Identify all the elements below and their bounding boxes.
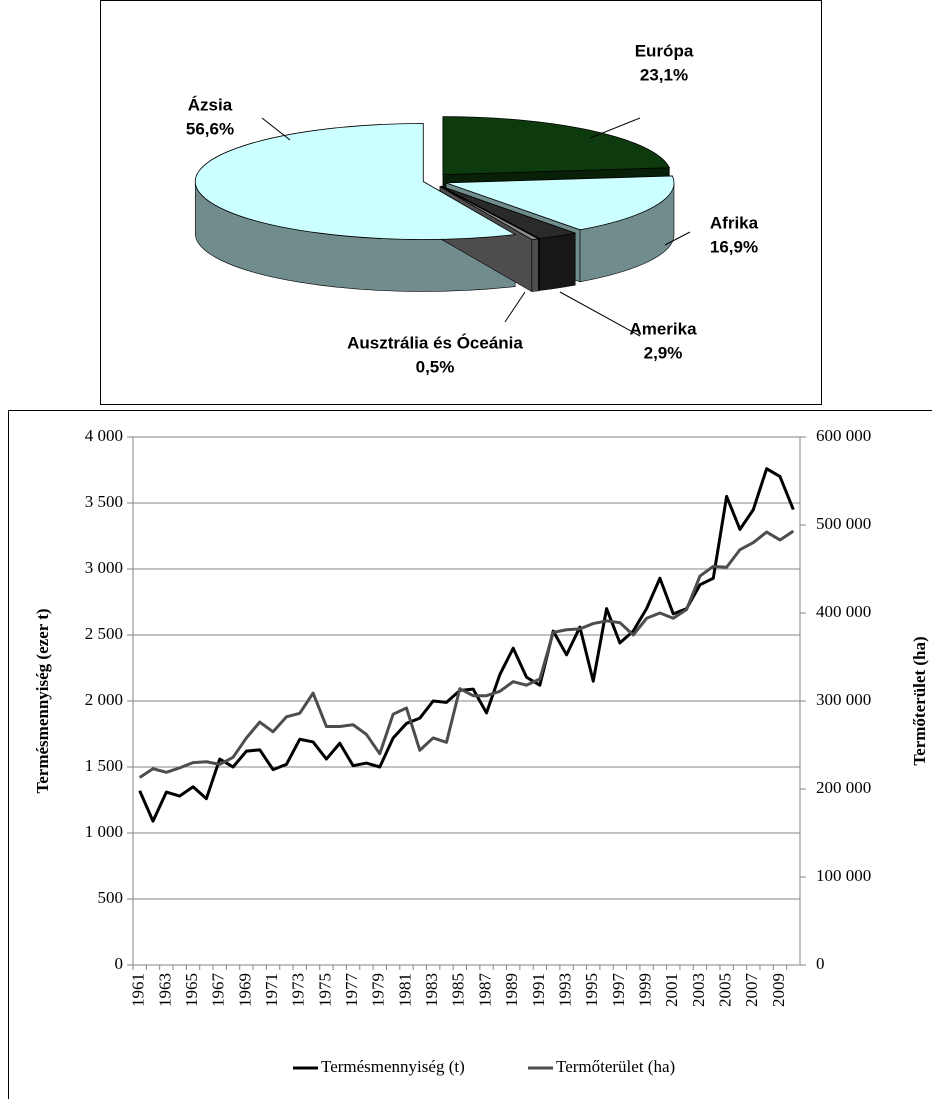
x-tick-label: 1975 [315,973,334,1007]
series-line [138,529,795,779]
x-tick-label: 1985 [449,973,468,1007]
x-tick-label: 2003 [689,973,708,1007]
x-tick-label: 1971 [262,973,281,1007]
x-tick-label: 1987 [475,973,494,1008]
leader-line [261,117,291,141]
x-tick-label: 2007 [742,973,761,1008]
x-tick-label: 1973 [289,973,308,1007]
slice [440,185,577,239]
leader-line [664,231,691,246]
line-chart: Termésmennyiség (ezer t) Termőterület (h… [8,410,932,1099]
slice-label: Ázsia [188,95,233,114]
x-tick-label: 2005 [716,973,735,1007]
leader-line [589,117,641,139]
x-tick-label: 1967 [209,973,228,1008]
y-tick-label: 0 [115,954,124,973]
slice [442,116,670,176]
y2-tick-label: 600 000 [816,426,871,445]
slice-label: Amerika [629,319,697,338]
y-tick-label: 3 500 [85,492,123,511]
legend-label: Termésmennyiség (t) [321,1057,465,1076]
x-tick-label: 1997 [609,973,628,1008]
y-axis-title: Termésmennyiség (ezer t) [33,608,52,793]
x-tick-label: 1983 [422,973,441,1007]
slice [445,175,675,231]
x-tick-label: 1979 [369,973,388,1007]
slice-side [539,232,576,291]
y2-axis-title: Termőterület (ha) [910,636,929,765]
x-tick-label: 1981 [395,973,414,1007]
slice-value-label: 23,1% [640,65,688,84]
slice-label: Ausztrália és Óceánia [347,333,523,352]
x-tick-label: 1965 [182,973,201,1007]
x-tick-label: 1969 [235,973,254,1007]
y2-tick-label: 100 000 [816,866,871,885]
y-tick-label: 3 000 [85,558,123,577]
y2-tick-label: 200 000 [816,778,871,797]
x-tick-label: 1991 [529,973,548,1007]
pie-chart: Európa 23,1% Afrika 16,9% Amerika 2,9% Ausztrá… [100,0,822,405]
slice-value-label: 2,9% [644,343,683,362]
leader-line [504,291,526,323]
y-tick-label: 2 000 [85,690,123,709]
x-tick-label: 1995 [582,973,601,1007]
x-tick-label: 2001 [662,973,681,1007]
y-tick-label: 4 000 [85,426,123,445]
slice [439,186,540,241]
x-tick-label: 2009 [769,973,788,1007]
x-tick-label: 1989 [502,973,521,1007]
slice-value-label: 0,5% [416,357,455,376]
x-tick-label: 1963 [155,973,174,1007]
y2-tick-label: 400 000 [816,602,871,621]
series-line [138,467,795,823]
y2-tick-label: 500 000 [816,514,871,533]
x-tick-label: 1993 [555,973,574,1007]
y-tick-label: 1 500 [85,756,123,775]
y-tick-label: 500 [98,888,124,907]
y2-tick-label: 0 [816,954,825,973]
y-tick-label: 2 500 [85,624,123,643]
x-tick-label: 1961 [129,973,148,1007]
slice-value-label: 56,6% [186,119,234,138]
slice-label: Európa [635,41,694,60]
x-tick-label: 1977 [342,973,361,1008]
y-tick-label: 1 000 [85,822,123,841]
x-tick-label: 1999 [635,973,654,1007]
leader-line [559,291,641,337]
slice [194,123,517,240]
slice-value-label: 16,9% [710,237,758,256]
slice-label: Afrika [710,213,759,232]
y2-tick-label: 300 000 [816,690,871,709]
slice-side [531,238,539,292]
legend-label: Termőterület (ha) [556,1057,675,1076]
